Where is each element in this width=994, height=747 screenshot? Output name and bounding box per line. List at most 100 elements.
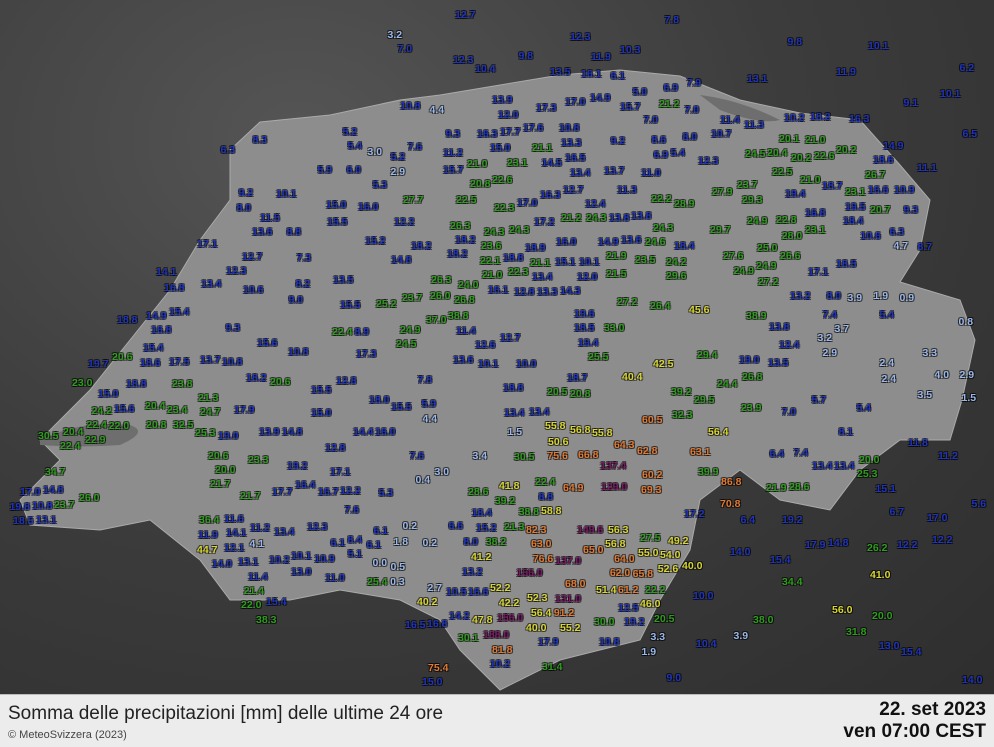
station-value: 19.8 [9,500,30,513]
station-value: 15.4 [266,596,287,608]
station-value: 2.9 [822,346,838,359]
station-value: 12.2 [340,485,361,497]
station-value: 24.5 [745,148,766,160]
station-value: 23.7 [737,179,758,191]
station-value: 6.4 [769,448,785,460]
station-value: 23.1 [805,224,826,236]
station-value: 81.8 [492,643,513,656]
station-value: 13.3 [561,136,582,149]
station-value: 7.3 [296,252,312,264]
station-value: 69.3 [641,484,662,496]
station-value: 13.5 [768,357,789,369]
station-value: 156.0 [516,566,543,579]
station-value: 2.9 [959,369,975,381]
station-value: 22.4 [60,440,81,453]
station-value: 19.4 [578,337,599,349]
station-value: 22.4 [535,476,556,488]
station-value: 11.2 [938,450,958,462]
station-value: 15.0 [490,142,511,155]
station-value: 13.2 [790,290,811,302]
station-value: 25.3 [195,427,216,439]
station-value: 50.6 [548,435,569,448]
station-value: 54.0 [660,549,681,561]
station-value: 23.7 [402,292,423,304]
station-value: 6.3 [220,144,236,156]
station-value: 8.4 [347,534,363,546]
station-value: 14.0 [730,546,751,558]
station-value: 18.9 [525,242,546,254]
station-value: 8.1 [838,426,854,438]
station-value: 15.6 [257,337,278,349]
station-value: 16.8 [805,207,826,219]
station-value: 76.6 [532,552,554,565]
station-value: 11.0 [641,167,661,179]
station-value: 18.6 [873,154,894,166]
station-value: 12.7 [242,251,263,263]
station-value: 27.5 [640,532,661,544]
station-value: 0.0 [372,557,388,569]
station-value: 3.9 [733,630,749,642]
station-value: 64.9 [563,482,584,494]
station-value: 10.6 [860,229,881,242]
station-value: 18.5 [836,258,857,270]
station-value: 40.0 [526,622,547,634]
station-value: 7.4 [793,447,809,459]
station-value: 15.5 [327,216,348,228]
station-value: 4.1 [249,538,265,550]
station-value: 16.0 [375,426,396,438]
station-value: 20.5 [547,386,568,398]
station-value: 20.0 [872,610,893,622]
station-value: 13.1 [747,73,768,85]
station-value: 22.6 [814,150,835,162]
station-value: 10.8 [222,356,243,368]
station-value: 22.2 [651,193,672,205]
station-value: 10.5 [446,586,467,598]
station-value: 13.4 [274,526,295,538]
station-value: 15.6 [114,402,135,415]
station-value: 10.1 [291,550,312,562]
station-value: 13.4 [812,460,833,472]
station-value: 29.6 [666,270,687,283]
station-value: 4.7 [893,240,909,252]
station-value: 1.5 [961,392,977,404]
station-value: 13.9 [259,426,280,438]
station-value: 18.8 [117,314,138,326]
station-value: 7.4 [822,309,838,321]
station-value: 19.4 [785,188,806,201]
station-value: 21.3 [504,521,525,533]
station-value: 7.0 [397,43,413,56]
station-value: 27.6 [723,250,744,262]
station-value: 16.8 [151,324,172,336]
station-value: 44.7 [197,543,218,556]
station-value: 18.2 [810,111,831,123]
station-value: 3.9 [847,292,863,304]
station-value: 8.6 [651,134,667,146]
station-value: 18.2 [455,234,476,246]
station-value: 22.2 [645,584,666,596]
station-value: 5.4 [879,309,895,321]
station-value: 22.0 [108,420,130,433]
station-value: 17.6 [523,122,544,134]
station-value: 25.0 [757,242,778,254]
station-value: 21.0 [800,174,821,186]
station-value: 15.4 [169,306,190,318]
station-value: 23.7 [54,498,75,511]
station-value: 15.2 [365,235,386,247]
station-value: 9.3 [445,128,461,140]
station-value: 49.2 [668,535,689,547]
station-value: 137.0 [555,555,582,567]
station-value: 149.6 [577,524,604,536]
station-value: 24.4 [717,378,738,390]
station-value: 52.6 [657,563,679,576]
station-value: 16.0 [358,201,379,213]
station-value: 17.7 [500,126,521,138]
station-value: 5.9 [421,398,437,410]
station-value: 41.2 [471,551,492,563]
station-value: 17.0 [20,486,41,498]
station-value: 20.7 [870,204,891,216]
station-value: 5.4 [670,147,686,159]
station-value: 52.3 [527,592,548,604]
station-value: 34.7 [45,466,66,478]
station-value: 11.6 [224,513,244,525]
station-value: 75.6 [547,449,568,462]
